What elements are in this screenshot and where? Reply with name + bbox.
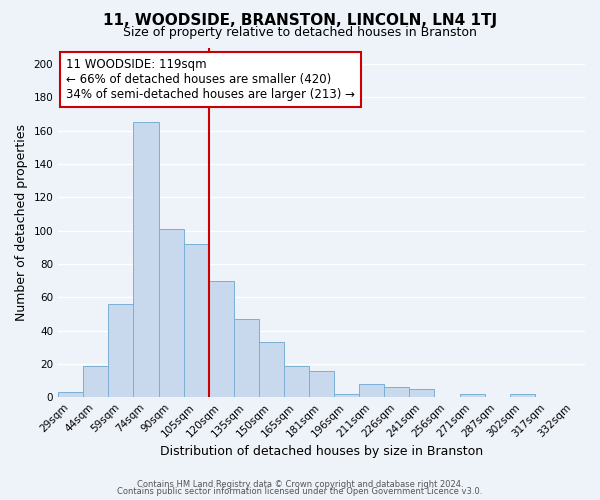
Bar (83, 366, 109, 397)
Bar (460, 394, 485, 397)
Y-axis label: Number of detached properties: Number of detached properties (15, 124, 28, 321)
Text: 11 WOODSIDE: 119sqm
← 66% of detached houses are smaller (420)
34% of semi-detac: 11 WOODSIDE: 119sqm ← 66% of detached ho… (66, 58, 355, 101)
Bar (133, 122, 158, 397)
Bar (359, 384, 385, 397)
Bar (409, 389, 434, 397)
Bar (109, 304, 133, 397)
Bar (510, 394, 535, 397)
Bar (385, 387, 409, 397)
Bar (209, 280, 234, 397)
Bar (158, 229, 184, 397)
Bar (184, 244, 209, 397)
Bar (234, 319, 259, 397)
Text: Contains public sector information licensed under the Open Government Licence v3: Contains public sector information licen… (118, 488, 482, 496)
Bar (334, 394, 359, 397)
Bar (58, 392, 83, 397)
Bar (309, 370, 334, 397)
Text: 11, WOODSIDE, BRANSTON, LINCOLN, LN4 1TJ: 11, WOODSIDE, BRANSTON, LINCOLN, LN4 1TJ (103, 12, 497, 28)
Bar (259, 342, 284, 397)
Text: Contains HM Land Registry data © Crown copyright and database right 2024.: Contains HM Land Registry data © Crown c… (137, 480, 463, 489)
X-axis label: Distribution of detached houses by size in Branston: Distribution of detached houses by size … (160, 444, 483, 458)
Bar (284, 366, 309, 397)
Text: Size of property relative to detached houses in Branston: Size of property relative to detached ho… (123, 26, 477, 39)
